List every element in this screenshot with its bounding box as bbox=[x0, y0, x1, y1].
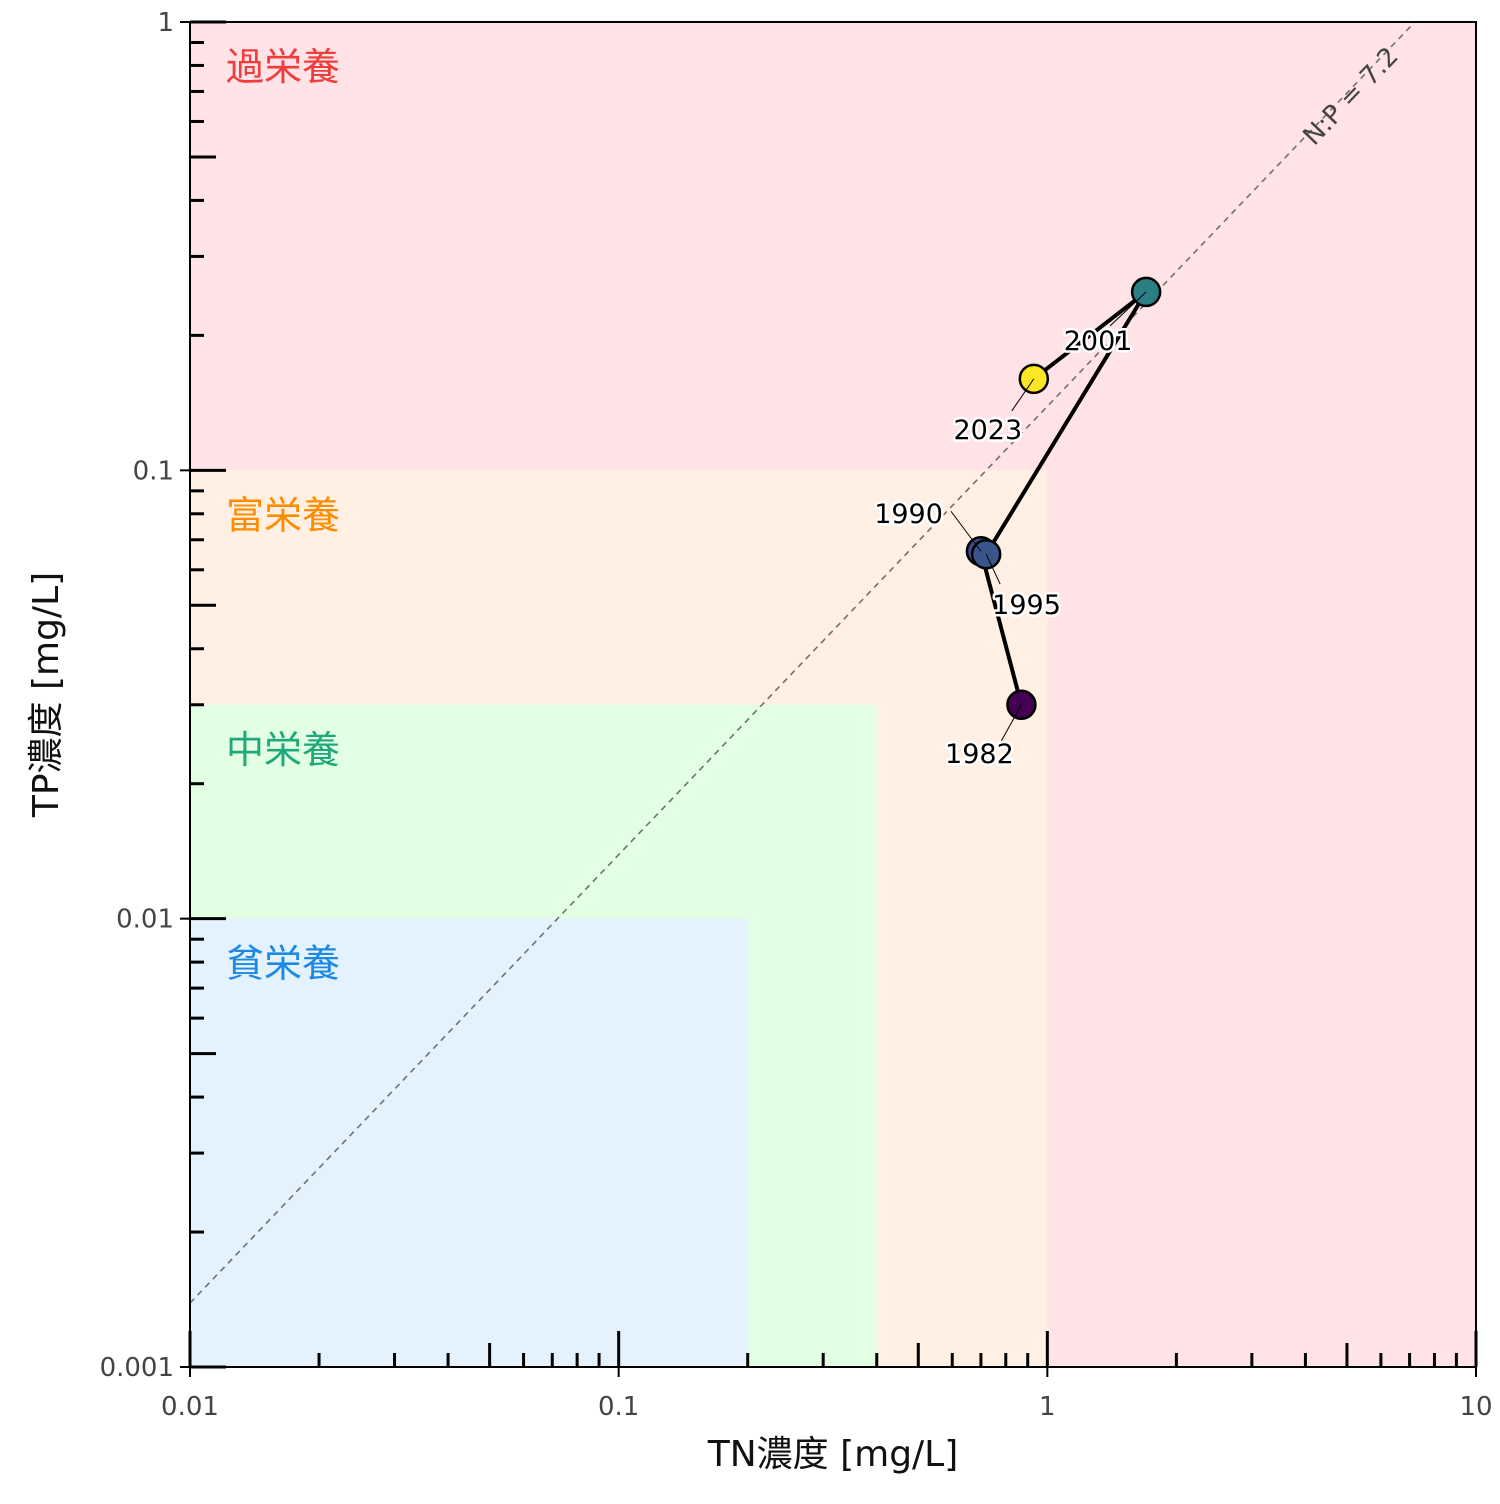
zone-3-label: 貧栄養 bbox=[226, 942, 340, 986]
data-label-1995: 1995 bbox=[992, 590, 1061, 621]
zone-0-label: 過栄養 bbox=[226, 45, 340, 89]
data-label-1990: 1990 bbox=[874, 499, 943, 530]
plot-border bbox=[189, 21, 1477, 1368]
label-leader-1995 bbox=[985, 553, 1001, 585]
y-axis-title: TP濃度 [mg/L] bbox=[26, 572, 67, 818]
label-leader-2023 bbox=[1011, 378, 1035, 412]
reference-line bbox=[189, 21, 1416, 1304]
label-leader-1982 bbox=[1000, 704, 1022, 742]
y-tick-label: 0.01 bbox=[116, 905, 174, 935]
y-tick-label: 0.001 bbox=[100, 1353, 174, 1383]
axes: 0.01 0.1 1 10 0.001 0.01 0.1 1 TN濃度 [mg/L] TP濃度 [… bbox=[26, 8, 1493, 1475]
data-label-1982: 1982 bbox=[945, 739, 1014, 770]
label-leader-2001 bbox=[1109, 291, 1147, 327]
y-tick-label: 1 bbox=[157, 8, 174, 38]
x-tick-label: 10 bbox=[1459, 1392, 1492, 1422]
x-axis-title: TN濃度 [mg/L] bbox=[707, 1434, 959, 1475]
x-tick-label: 1 bbox=[1039, 1392, 1056, 1422]
zone-2-label: 中栄養 bbox=[226, 728, 340, 772]
data-label-2001: 2001 bbox=[1064, 326, 1133, 357]
point-labels: 1982 1990 1995 2001 2023 bbox=[872, 291, 1147, 772]
zone-1-label: 富栄養 bbox=[226, 493, 340, 537]
plot-frame bbox=[189, 21, 1477, 1368]
data-label-2023: 2023 bbox=[953, 415, 1022, 446]
x-tick-label: 0.1 bbox=[598, 1392, 639, 1422]
zone-3-area bbox=[190, 918, 748, 1367]
x-tick-label: 0.01 bbox=[161, 1392, 219, 1422]
label-leader-1990 bbox=[950, 510, 982, 552]
y-tick-label: 0.1 bbox=[133, 456, 174, 486]
